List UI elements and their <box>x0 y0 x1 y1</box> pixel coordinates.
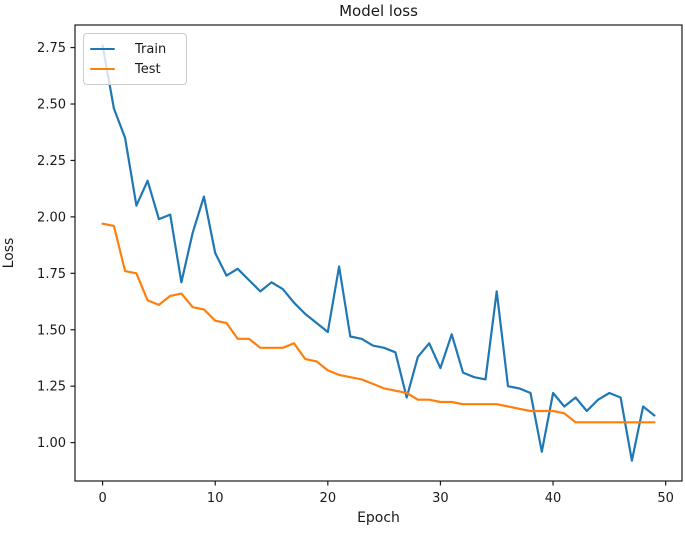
x-tick-label: 0 <box>98 491 106 506</box>
x-tick-label: 30 <box>432 491 449 506</box>
train-legend-swatch <box>90 47 115 51</box>
legend-item: Test <box>90 59 176 79</box>
x-axis-label: Epoch <box>357 510 400 526</box>
y-tick-label: 1.75 <box>37 267 66 282</box>
y-tick-label: 2.00 <box>37 210 66 225</box>
legend-label-test: Test <box>135 61 161 77</box>
y-tick-label: 2.25 <box>37 154 66 169</box>
y-tick-label: 2.75 <box>37 41 66 56</box>
y-tick-label: 1.00 <box>37 436 66 451</box>
y-tick-label: 1.25 <box>37 380 66 395</box>
test-line <box>101 222 656 424</box>
x-tick-label: 50 <box>657 491 674 506</box>
x-tick-label: 40 <box>545 491 562 506</box>
y-tick-label: 1.50 <box>37 323 66 338</box>
y-tick-label: 2.50 <box>37 98 66 113</box>
plot-area <box>74 24 683 482</box>
test-legend-swatch <box>90 67 115 71</box>
legend-item: Train <box>90 39 176 59</box>
legend: Train Test <box>83 33 187 85</box>
train-line <box>101 44 656 462</box>
legend-label-train: Train <box>135 41 167 57</box>
x-tick-label: 20 <box>320 491 337 506</box>
chart-title: Model loss <box>339 2 418 20</box>
x-tick-label: 10 <box>207 491 224 506</box>
